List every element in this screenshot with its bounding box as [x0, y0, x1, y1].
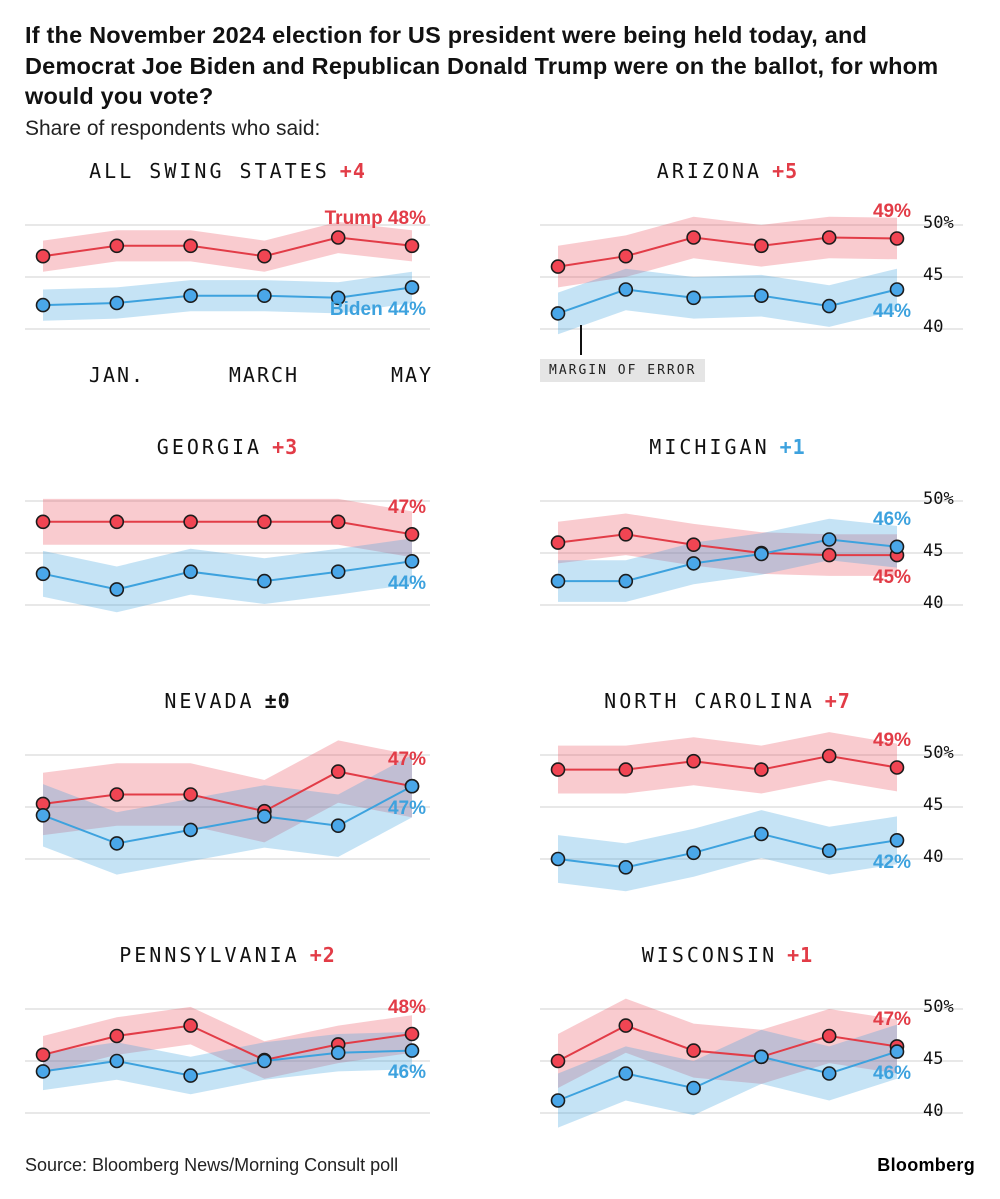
y-tick-50: 50%	[923, 212, 954, 233]
chart-georgia: GEORGIA +3 47% 44%	[25, 433, 430, 627]
y-axis-row-3: 50% 45 40	[915, 687, 973, 881]
chart-row-2: GEORGIA +3 47% 44% MICHIGAN +1 45% 46% 50%…	[25, 433, 975, 627]
x-tick-march: MARCH	[228, 362, 300, 387]
plot-pennsylvania: 48% 46%	[25, 983, 430, 1135]
plot-wisconsin: 47% 46%	[540, 983, 963, 1135]
chart-canvas	[540, 199, 963, 351]
chart-canvas	[25, 199, 430, 351]
margin-of-error-annotation: MARGIN OF ERROR	[540, 324, 915, 397]
y-axis-row-2: 50% 45 40	[915, 433, 973, 627]
y-axis-row-1: 50% 45 40	[915, 157, 973, 351]
biden-value-label: 42%	[872, 851, 911, 873]
chart-title-label: ALL SWING STATES	[89, 158, 330, 183]
chart-title-label: WISCONSIN	[641, 942, 778, 967]
plot-michigan: 45% 46%	[540, 475, 963, 627]
chart-canvas	[540, 729, 963, 891]
y-axis-row-4: 50% 45 40	[915, 941, 973, 1135]
x-tick-jan: JAN.	[88, 362, 146, 387]
chart-michigan: MICHIGAN +1 45% 46%	[540, 433, 963, 627]
lead-value: +1	[779, 434, 806, 459]
x-axis: JAN. MARCH MAY	[25, 351, 434, 397]
chart-title-label: ARIZONA	[656, 158, 763, 183]
trump-value-label: 48%	[387, 996, 426, 1018]
trump-value-label: 47%	[387, 496, 426, 518]
lead-value: ±0	[264, 688, 291, 713]
trump-value-label: 49%	[872, 730, 911, 752]
chart-canvas	[540, 983, 963, 1135]
plot-all-swing-states: Trump 48% Biden 44%	[25, 199, 430, 351]
header: If the November 2024 election for US pre…	[25, 20, 975, 141]
plot-arizona: 49% 44%	[540, 199, 963, 351]
chart-title: ALL SWING STATES +4	[25, 157, 430, 199]
chart-title: MICHIGAN +1	[540, 433, 915, 475]
y-tick-45: 45	[923, 794, 944, 815]
trump-value-label: 47%	[387, 748, 426, 770]
y-tick-50: 50%	[923, 742, 954, 763]
trump-value-label: 49%	[872, 201, 911, 223]
chart-title: PENNSYLVANIA +2	[25, 941, 430, 983]
plot-north-carolina: 49% 42%	[540, 729, 963, 891]
chart-pennsylvania: PENNSYLVANIA +2 48% 46%	[25, 941, 430, 1135]
chart-row-1: ALL SWING STATES +4 Trump 48% Biden 44% J…	[25, 157, 975, 397]
y-tick-40: 40	[923, 1100, 944, 1121]
biden-value-label: Biden 44%	[329, 299, 426, 321]
chart-arizona: ARIZONA +5 49% 44% MARGIN OF ERROR	[540, 157, 963, 397]
y-tick-50: 50%	[923, 488, 954, 509]
trump-value-label: 47%	[872, 1009, 911, 1031]
chart-all-swing-states: ALL SWING STATES +4 Trump 48% Biden 44% J…	[25, 157, 434, 397]
chart-title-label: NORTH CAROLINA	[604, 688, 815, 713]
chart-canvas	[540, 475, 963, 627]
chart-wisconsin: WISCONSIN +1 47% 46%	[540, 941, 963, 1135]
chart-title: WISCONSIN +1	[540, 941, 915, 983]
chart-nevada: NEVADA ±0 47% 47%	[25, 687, 430, 881]
lead-value: +2	[309, 942, 336, 967]
chart-title-label: GEORGIA	[156, 434, 263, 459]
chart-canvas	[25, 729, 430, 881]
lead-value: +3	[272, 434, 299, 459]
trump-value-label: 45%	[872, 566, 911, 588]
chart-title: NORTH CAROLINA +7	[540, 687, 915, 729]
chart-title: NEVADA ±0	[25, 687, 430, 729]
chart-canvas	[25, 983, 430, 1135]
chart-title-label: MICHIGAN	[649, 434, 770, 459]
lead-value: +7	[824, 688, 851, 713]
margin-of-error-label: MARGIN OF ERROR	[540, 358, 706, 382]
biden-value-label: 46%	[872, 509, 911, 531]
chart-title: ARIZONA +5	[540, 157, 915, 199]
lead-value: +1	[787, 942, 814, 967]
chart-title-label: NEVADA	[164, 688, 255, 713]
source-note: Source: Bloomberg News/Morning Consult p…	[25, 1154, 399, 1175]
annotation-pointer-line	[580, 324, 582, 355]
chart-title-label: PENNSYLVANIA	[119, 942, 300, 967]
lead-value: +5	[772, 158, 799, 183]
y-tick-40: 40	[923, 846, 944, 867]
page-footer: Source: Bloomberg News/Morning Consult p…	[25, 1155, 975, 1176]
y-tick-40: 40	[923, 592, 944, 613]
lead-value: +4	[339, 158, 366, 183]
plot-georgia: 47% 44%	[25, 475, 430, 627]
y-tick-45: 45	[923, 540, 944, 561]
y-tick-40: 40	[923, 316, 944, 337]
chart-row-4: PENNSYLVANIA +2 48% 46% WISCONSIN +1 47% 4…	[25, 941, 975, 1135]
x-tick-may: MAY	[390, 362, 434, 387]
biden-value-label: 47%	[387, 797, 426, 819]
bloomberg-logo: Bloomberg	[877, 1154, 975, 1175]
page-subtitle: Share of respondents who said:	[25, 116, 321, 140]
biden-value-label: 44%	[387, 572, 426, 594]
chart-canvas	[25, 475, 430, 627]
chart-row-3: NEVADA ±0 47% 47% NORTH CAROLINA +7 49% 42…	[25, 687, 975, 891]
chart-north-carolina: NORTH CAROLINA +7 49% 42%	[540, 687, 963, 891]
biden-value-label: 46%	[387, 1062, 426, 1084]
biden-value-label: 44%	[872, 301, 911, 323]
chart-title: GEORGIA +3	[25, 433, 430, 475]
page-title: If the November 2024 election for US pre…	[25, 22, 939, 110]
trump-value-label: Trump 48%	[324, 208, 426, 230]
y-tick-45: 45	[923, 264, 944, 285]
biden-value-label: 46%	[872, 1063, 911, 1085]
plot-nevada: 47% 47%	[25, 729, 430, 881]
y-tick-50: 50%	[923, 996, 954, 1017]
y-tick-45: 45	[923, 1048, 944, 1069]
